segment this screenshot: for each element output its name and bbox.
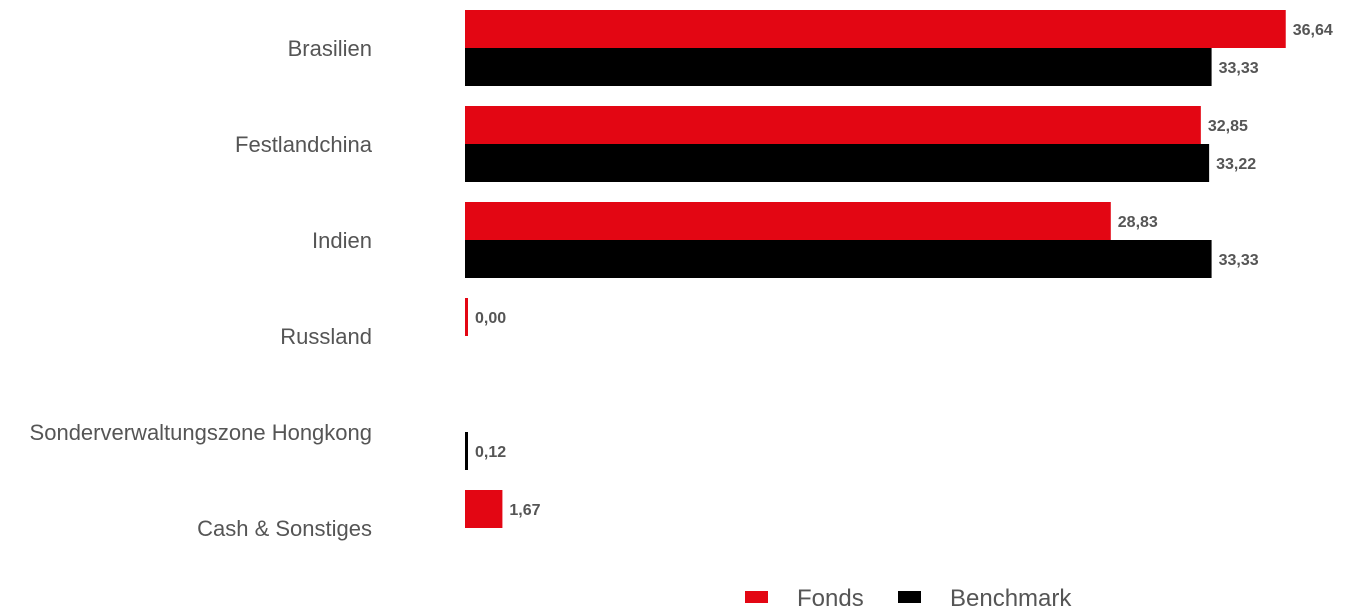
legend: Fonds Benchmark [745, 585, 1072, 612]
bar-fonds-indien [465, 202, 1111, 240]
value-label-fonds-indien: 28,83 [1118, 214, 1158, 231]
value-label-benchmark-indien: 33,33 [1219, 252, 1259, 269]
category-label-russland: Russland [280, 324, 372, 349]
legend-swatch-benchmark [898, 591, 921, 603]
bar-fonds-russland [465, 298, 468, 336]
bars [465, 10, 1286, 528]
bar-benchmark-brasilien [465, 48, 1212, 86]
category-label-sonderverwaltungszone-hongkong: Sonderverwaltungszone Hongkong [30, 420, 372, 445]
bar-benchmark-festlandchina [465, 144, 1210, 182]
value-label-fonds-festlandchina: 32,85 [1208, 118, 1248, 135]
value-label-benchmark-festlandchina: 33,22 [1216, 156, 1256, 173]
legend-label-benchmark: Benchmark [950, 585, 1072, 612]
category-labels: Brasilien Festlandchina Indien Russland Sond… [30, 36, 373, 541]
legend-swatch-fonds [745, 591, 768, 603]
legend-label-fonds: Fonds [797, 585, 864, 612]
value-label-fonds-cash-and-sonstiges: 1,67 [509, 502, 540, 519]
category-label-indien: Indien [312, 228, 372, 253]
bar-benchmark-sonderverwaltungszone-hongkong [465, 432, 468, 470]
category-label-brasilien: Brasilien [288, 36, 372, 61]
bar-fonds-brasilien [465, 10, 1286, 48]
value-label-fonds-russland: 0,00 [475, 310, 506, 327]
value-label-fonds-brasilien: 36,64 [1293, 22, 1333, 39]
bar-fonds-festlandchina [465, 106, 1201, 144]
category-label-festlandchina: Festlandchina [235, 132, 373, 157]
value-label-benchmark-sonderverwaltungszone-hongkong: 0,12 [475, 444, 506, 461]
bar-benchmark-indien [465, 240, 1212, 278]
value-label-benchmark-brasilien: 33,33 [1219, 60, 1259, 77]
value-labels: 36,64 32,85 28,83 0,00 1,67 33,33 33,22 33,33 0,… [475, 22, 1333, 519]
category-label-cash-and-sonstiges: Cash & Sonstiges [197, 516, 372, 541]
bar-fonds-cash-and-sonstiges [465, 490, 503, 528]
